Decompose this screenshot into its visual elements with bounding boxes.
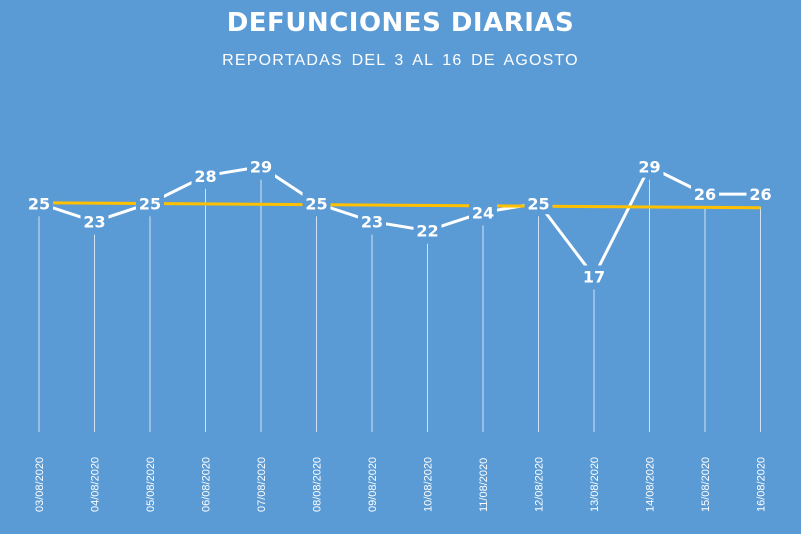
- data-label: 24: [472, 203, 494, 222]
- x-tick-label: 13/08/2020: [589, 457, 601, 512]
- data-label-bg: [635, 155, 664, 178]
- data-label-bg: [302, 192, 331, 215]
- data-label-bg: [413, 219, 442, 242]
- data-label-bg: [80, 210, 109, 233]
- data-label-bg: [25, 192, 53, 215]
- data-label-bg: [746, 183, 775, 206]
- data-label: 23: [361, 213, 383, 232]
- data-label: 29: [638, 158, 660, 177]
- data-label-bg: [691, 183, 719, 206]
- x-tick-label: 07/08/2020: [256, 457, 268, 512]
- x-tick-label: 08/08/2020: [312, 457, 324, 512]
- data-label-bg: [136, 192, 164, 215]
- series-line: [38, 165, 761, 278]
- data-label: 26: [694, 185, 716, 204]
- data-label-bg: [191, 164, 220, 187]
- data-label: 25: [305, 194, 327, 213]
- data-label: 23: [83, 213, 105, 232]
- data-label: 28: [194, 167, 216, 186]
- data-label-bg: [524, 192, 553, 215]
- data-label: 25: [139, 194, 161, 213]
- data-label-bg: [358, 210, 386, 233]
- data-label: 26: [749, 185, 771, 204]
- x-tick-label: 10/08/2020: [423, 457, 435, 512]
- x-tick-label: 09/08/2020: [367, 457, 379, 512]
- data-label: 25: [28, 194, 50, 213]
- x-tick-label: 04/08/2020: [90, 457, 102, 512]
- x-tick-label: 15/08/2020: [700, 457, 712, 512]
- data-label: 25: [527, 194, 549, 213]
- x-tick-label: 03/08/2020: [34, 457, 46, 512]
- x-tick-label: 16/08/2020: [756, 457, 768, 512]
- x-tick-label: 05/08/2020: [145, 457, 157, 512]
- x-tick-label: 14/08/2020: [645, 457, 657, 512]
- data-label: 17: [583, 267, 605, 286]
- data-label: 22: [416, 222, 438, 241]
- chart-subtitle: REPORTADAS DEL 3 AL 16 DE AGOSTO: [222, 52, 579, 69]
- data-label-bg: [580, 265, 608, 288]
- x-tick-label: 12/08/2020: [534, 457, 546, 512]
- data-label: 29: [250, 158, 272, 177]
- data-label-bg: [247, 155, 275, 178]
- data-label-bg: [469, 201, 497, 224]
- x-tick-label: 11/08/2020: [478, 458, 490, 512]
- x-tick-label: 06/08/2020: [201, 457, 213, 512]
- chart-title: DEFUNCIONES DIARIAS: [226, 8, 575, 38]
